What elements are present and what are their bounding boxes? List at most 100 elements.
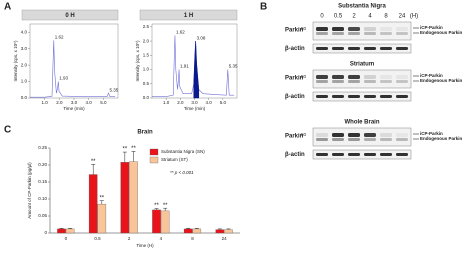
band-label: iCP-Parkin <box>420 73 443 78</box>
lane-label: 2 <box>352 14 356 20</box>
row-label: Parkin <box>285 28 304 34</box>
y-axis-label: Intensity (cps, x 10⁵) <box>135 40 140 81</box>
lane-label: 4 <box>368 14 372 20</box>
band <box>396 80 408 83</box>
band <box>316 133 328 137</box>
y-tick-label: 0.0 <box>21 95 28 100</box>
error-bar <box>186 227 191 229</box>
bar <box>65 228 75 234</box>
error-bar <box>122 151 127 163</box>
error-bar <box>194 227 199 229</box>
panel-label: A <box>4 2 11 13</box>
lane-label: 24 <box>399 14 406 20</box>
band <box>332 47 344 50</box>
blot <box>312 21 412 41</box>
band-label: iCP-Parkin <box>420 25 443 30</box>
y-axis-label: Amount of CP-Parkin (pg/μl) <box>27 162 32 219</box>
row-label: β-actin <box>285 152 305 158</box>
y-tick-label: 0.15 <box>38 179 47 184</box>
band <box>316 75 328 79</box>
lane-label: 0.5 <box>334 14 343 20</box>
trace <box>152 35 235 97</box>
lane-label: 8 <box>384 14 388 20</box>
band <box>316 32 328 35</box>
significance: ** <box>131 146 136 152</box>
band <box>380 27 392 31</box>
lane-unit: (H) <box>410 14 418 20</box>
blot <box>312 43 412 54</box>
band <box>316 80 328 83</box>
y-tick-label: 1.0 <box>21 79 28 84</box>
band <box>348 80 360 83</box>
blot-title: Whole Brain <box>344 120 379 126</box>
bar <box>97 203 107 234</box>
error-bar <box>226 228 231 230</box>
band <box>348 133 360 137</box>
y-tick-label: 0.0 <box>143 95 150 100</box>
band <box>332 27 344 31</box>
error-bar <box>217 228 222 230</box>
band <box>396 47 408 50</box>
peak-label: 1.93 <box>59 76 68 81</box>
y-tick-label: 0.05 <box>38 213 47 218</box>
band <box>380 153 392 156</box>
x-tick-label: 3.0 <box>71 100 78 105</box>
y-tick-label: 0 <box>44 230 47 235</box>
row-label: Parkin <box>285 76 304 82</box>
band <box>316 47 328 50</box>
band <box>348 47 360 50</box>
plot-frame <box>29 23 119 99</box>
band <box>348 27 360 31</box>
blot <box>312 127 412 147</box>
blot-title: Substantia Nigra <box>338 4 386 10</box>
bar <box>192 228 202 234</box>
peak-label: 5.35 <box>229 64 238 69</box>
panel-label: C <box>4 125 11 136</box>
x-tick-label: 2 <box>128 236 131 241</box>
band <box>348 75 360 79</box>
row-label: β-actin <box>285 46 305 52</box>
band <box>364 138 376 141</box>
band-label: iCP-Parkin <box>420 131 443 136</box>
band <box>380 133 392 137</box>
legend-label: Substantia Nigra (SN) <box>161 149 205 154</box>
x-tick-label: 4.0 <box>86 100 93 105</box>
band <box>348 95 360 98</box>
peak-label: 1.62 <box>176 30 185 35</box>
x-tick-label: 2.0 <box>56 100 63 105</box>
band-label: Endogenous Parkin <box>420 30 463 35</box>
y-tick-label: 1.5 <box>143 52 150 57</box>
bar <box>215 229 225 234</box>
chart-title: Brain <box>137 130 153 136</box>
panel-title: 0 H <box>65 13 74 19</box>
note: ** p < 0.001 <box>170 170 194 175</box>
y-tick-label: 1.0 <box>143 67 150 72</box>
band <box>364 133 376 137</box>
blot <box>312 149 412 160</box>
significance: ** <box>154 203 159 209</box>
band <box>380 138 392 141</box>
bar <box>88 174 98 234</box>
band <box>332 153 344 156</box>
band <box>332 32 344 35</box>
peak-label: 3.08 <box>197 35 206 40</box>
band <box>316 153 328 156</box>
band <box>332 80 344 83</box>
significance: ** <box>91 159 96 165</box>
legend-swatch <box>149 156 159 164</box>
size-marker: 50 <box>301 26 307 31</box>
y-tick-label: 2.5 <box>143 24 150 29</box>
trace <box>30 40 116 98</box>
band <box>396 95 408 98</box>
panel-title: 1 H <box>184 13 193 19</box>
band <box>364 80 376 83</box>
error-bar <box>99 200 104 205</box>
band <box>380 47 392 50</box>
peak-area <box>193 41 200 99</box>
y-tick-label: 0.5 <box>143 81 150 86</box>
x-axis-label: Time (min) <box>63 106 85 111</box>
y-tick-label: 0.20 <box>38 162 47 167</box>
x-axis-label: Time (H) <box>136 243 154 248</box>
panel-label: B <box>260 2 267 13</box>
band-label: Endogenous Parkin <box>420 136 463 141</box>
